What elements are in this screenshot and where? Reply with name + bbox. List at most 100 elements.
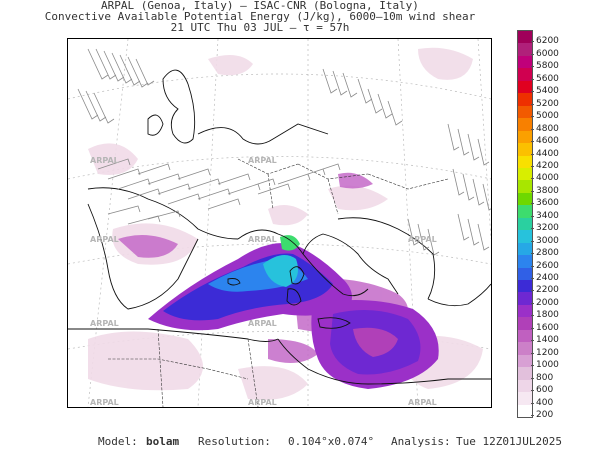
cape-map: ARPAL ARPAL ARPAL ARPAL ARPAL ARPAL ARPA…: [67, 38, 492, 408]
colorbar-segment: [518, 43, 532, 57]
colorbar-segment: [518, 242, 532, 256]
colorbar-segment: [518, 292, 532, 306]
colorbar-tick: [531, 315, 534, 317]
colorbar-label: 5600: [536, 73, 559, 84]
colorbar-label: 600: [536, 385, 554, 396]
colorbar-label: 200: [536, 410, 554, 420]
watermark: ARPAL: [90, 319, 119, 328]
colorbar-label: 400: [536, 397, 554, 408]
colorbar-tick: [531, 128, 534, 130]
colorbar-segment: [518, 31, 532, 44]
colorbar-label: 5200: [536, 98, 559, 109]
colorbar-segment: [518, 105, 532, 119]
colorbar-segment: [518, 354, 532, 368]
colorbar-tick: [531, 91, 534, 93]
analysis-label: Analysis:: [391, 435, 451, 448]
colorbar-label: 1200: [536, 347, 559, 358]
colorbar-label: 5800: [536, 61, 559, 72]
colorbar-label: 3000: [536, 235, 559, 246]
colorbar-segment: [518, 205, 532, 219]
watermark: ARPAL: [248, 319, 277, 328]
colorbar-tick: [531, 352, 534, 354]
coastlines: [68, 69, 491, 385]
colorbar-tick: [531, 153, 534, 155]
colorbar-label: 4600: [536, 136, 559, 147]
colorbar-segment: [518, 304, 532, 318]
colorbar-label: 3600: [536, 198, 559, 209]
title-line-3: 21 UTC Thu 03 JUL – τ = 57h: [170, 21, 350, 34]
resolution-label: Resolution:: [198, 435, 271, 448]
colorbar-segment: [518, 180, 532, 194]
colorbar-tick: [531, 365, 534, 367]
colorbar-tick: [531, 53, 534, 55]
colorbar-tick: [531, 190, 534, 192]
watermark: ARPAL: [408, 235, 437, 244]
colorbar-label: 2000: [536, 297, 559, 308]
colorbar-tick: [531, 265, 534, 267]
colorbar-segment: [518, 280, 532, 294]
colorbar-segment: [518, 342, 532, 356]
colorbar-label: 4400: [536, 148, 559, 159]
colorbar-tick: [531, 203, 534, 205]
colorbar-tick: [531, 178, 534, 180]
watermark: ARPAL: [408, 398, 437, 407]
colorbar-label: 4800: [536, 123, 559, 134]
colorbar-segment: [518, 255, 532, 269]
colorbar-label: 6200: [536, 36, 559, 47]
colorbar-tick: [531, 340, 534, 342]
model-value: bolam: [146, 435, 180, 448]
colorbar-tick: [531, 302, 534, 304]
colorbar-segment: [518, 392, 532, 406]
colorbar-segment: [518, 167, 532, 181]
colorbar-tick: [531, 253, 534, 255]
colorbar-tick: [531, 390, 534, 392]
colorbar-tick: [531, 116, 534, 118]
colorbar-segment: [518, 217, 532, 231]
colorbar-segment: [518, 93, 532, 107]
colorbar-segment: [518, 68, 532, 82]
model-label: Model:: [98, 435, 138, 448]
colorbar-tick: [531, 78, 534, 80]
colorbar-segment: [518, 130, 532, 144]
colorbar-label: 1400: [536, 335, 559, 346]
title-line-1: ARPAL (Genoa, Italy) — ISAC-CNR (Bologna…: [101, 0, 419, 12]
borders: [108, 158, 449, 407]
colorbar-label: 2800: [536, 248, 559, 259]
watermark: ARPAL: [90, 156, 119, 165]
colorbar-label: 3200: [536, 223, 559, 234]
colorbar-segment: [518, 317, 532, 331]
colorbar: [517, 30, 533, 418]
colorbar-label: 4000: [536, 173, 559, 184]
colorbar-tick: [531, 240, 534, 242]
colorbar-tick: [531, 290, 534, 292]
colorbar-label: 5400: [536, 86, 559, 97]
watermark: ARPAL: [248, 235, 277, 244]
colorbar-segment: [518, 379, 532, 393]
analysis-value: Tue 12Z01JUL2025: [456, 435, 562, 448]
colorbar-label: 1600: [536, 322, 559, 333]
colorbar-segment: [518, 367, 532, 381]
colorbar-segment: [518, 329, 532, 343]
colorbar-tick: [531, 278, 534, 280]
colorbar-label: 1800: [536, 310, 559, 321]
colorbar-tick: [531, 228, 534, 230]
cape-high-fields: [148, 235, 439, 389]
colorbar-label: 3800: [536, 185, 559, 196]
colorbar-segment: [518, 80, 532, 94]
colorbar-tick: [531, 141, 534, 143]
colorbar-segment: [518, 230, 532, 244]
colorbar-label: 2200: [536, 285, 559, 296]
colorbar-tick: [531, 215, 534, 217]
watermark: ARPAL: [248, 156, 277, 165]
colorbar-tick: [531, 103, 534, 105]
watermark: ARPAL: [90, 398, 119, 407]
colorbar-label: 2600: [536, 260, 559, 271]
colorbar-label: 3400: [536, 210, 559, 221]
colorbar-label: 5000: [536, 111, 559, 122]
colorbar-label: 4200: [536, 160, 559, 171]
colorbar-tick: [531, 377, 534, 379]
colorbar-segment: [518, 155, 532, 169]
resolution-value: 0.104°x0.074°: [288, 435, 375, 448]
colorbar-tick: [531, 41, 534, 43]
watermark: ARPAL: [90, 235, 119, 244]
